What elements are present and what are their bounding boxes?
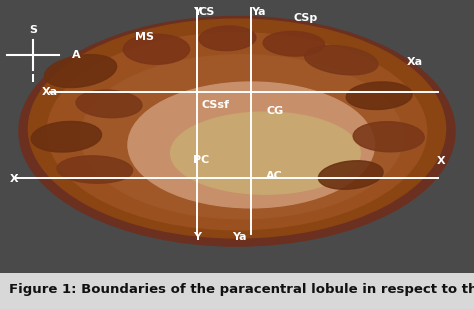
Text: Y: Y (193, 231, 201, 242)
Ellipse shape (45, 55, 117, 87)
Ellipse shape (319, 161, 383, 189)
Ellipse shape (19, 16, 455, 246)
Text: Figure 1: Boundaries of the paracentral lobule in respect to the: Figure 1: Boundaries of the paracentral … (9, 283, 474, 296)
Text: CS: CS (198, 7, 214, 17)
Text: A: A (72, 50, 80, 60)
Text: Ya: Ya (251, 7, 265, 17)
Text: CSp: CSp (293, 13, 318, 23)
Ellipse shape (353, 122, 424, 152)
Ellipse shape (171, 112, 360, 194)
Ellipse shape (81, 55, 403, 219)
Ellipse shape (76, 90, 142, 118)
Text: Xa: Xa (407, 57, 423, 66)
Text: I: I (31, 74, 35, 84)
Text: CSsf: CSsf (201, 100, 230, 110)
Ellipse shape (31, 121, 101, 152)
Text: AC: AC (265, 171, 283, 181)
Ellipse shape (346, 82, 412, 109)
Text: CG: CG (266, 106, 283, 116)
Ellipse shape (263, 32, 325, 56)
Ellipse shape (123, 34, 190, 64)
Text: X: X (437, 156, 445, 166)
Text: MS: MS (135, 32, 154, 42)
Ellipse shape (28, 19, 446, 238)
Text: S: S (29, 25, 37, 35)
Ellipse shape (199, 26, 256, 51)
Text: Ya: Ya (232, 231, 246, 242)
Text: Xa: Xa (42, 87, 58, 97)
Text: X: X (10, 174, 18, 184)
Ellipse shape (128, 82, 374, 208)
Ellipse shape (47, 33, 427, 230)
Text: Y: Y (193, 7, 201, 17)
Ellipse shape (304, 45, 378, 75)
Text: PC: PC (193, 155, 210, 165)
Ellipse shape (57, 156, 133, 183)
